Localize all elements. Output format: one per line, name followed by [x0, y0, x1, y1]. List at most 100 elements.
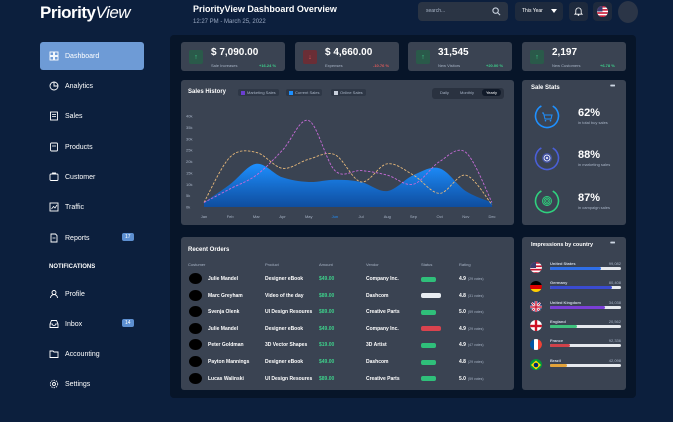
- folder-icon: [49, 349, 59, 359]
- sidebar-item-settings[interactable]: Settings: [40, 370, 144, 398]
- column-header[interactable]: Product: [265, 262, 279, 267]
- gb-flag-icon: [530, 300, 542, 312]
- kpi-value: $ 7,090.00: [211, 47, 259, 58]
- customer-name: Peter Goldman: [208, 342, 244, 349]
- arrow-up-icon: ↑: [530, 50, 544, 64]
- user-avatar[interactable]: [618, 1, 638, 23]
- tab-monthly[interactable]: Monthly: [460, 90, 475, 95]
- data-point: [360, 170, 361, 171]
- data-point: [230, 184, 231, 185]
- rating-votes: (47 votes): [467, 343, 484, 348]
- rating-value: 4.9: [459, 342, 466, 349]
- sidebar-item-dashboard[interactable]: Dashboard: [40, 42, 144, 70]
- vendor-name: Company Inc.: [366, 276, 399, 282]
- notifications-button[interactable]: [569, 2, 588, 21]
- sidebar-item-customer[interactable]: Customer: [40, 163, 144, 191]
- kpi-card[interactable]: ↑ 2,197 New Customers +6.78 %: [522, 42, 626, 71]
- gear-icon: [49, 379, 59, 389]
- stat-ring: [534, 103, 560, 129]
- arrow-down-icon: ↓: [303, 50, 317, 64]
- legend-item[interactable]: Online Sales: [331, 89, 366, 96]
- column-header[interactable]: Costumer: [188, 262, 206, 267]
- sales-history-title: Sales History: [188, 89, 227, 95]
- series-area-current-sales[interactable]: [204, 163, 492, 207]
- sale-stats-title: Sale Stats: [531, 85, 560, 91]
- country-value: 42,098: [608, 357, 621, 363]
- customer-avatar: [189, 306, 202, 318]
- rating: 4.8 (31 votes): [459, 293, 484, 299]
- arrow-up-icon: ↑: [416, 50, 430, 64]
- count-badge: 14: [122, 319, 134, 327]
- brand-logo[interactable]: PriorityView: [40, 3, 131, 23]
- brand-logo-bold: Priority: [40, 3, 96, 22]
- sidebar-item-products[interactable]: Products: [40, 133, 144, 161]
- legend-swatch: [334, 90, 338, 95]
- column-header[interactable]: Amount: [319, 262, 333, 267]
- sidebar-item-analytics[interactable]: Analytics: [40, 72, 144, 100]
- vendor-name: Dashcom: [366, 292, 389, 299]
- sidebar-item-label: Traffic: [65, 203, 85, 211]
- data-point: [413, 175, 414, 176]
- search-icon[interactable]: [492, 7, 501, 16]
- x-tick-label: Oct: [437, 214, 444, 219]
- kpi-card[interactable]: ↑ $ 7,090.00 Sale Increases +16.24 %: [181, 42, 285, 71]
- rating: 5.0 (59 votes): [459, 309, 484, 315]
- data-point: [387, 175, 388, 176]
- x-tick-label: Feb: [227, 214, 235, 219]
- customer-avatar: [189, 356, 202, 367]
- page-title: PriorityView Dashboard Overview: [193, 4, 337, 14]
- tab-yearly[interactable]: Yearly: [482, 89, 501, 96]
- column-header[interactable]: Vendor: [366, 262, 379, 267]
- period-select[interactable]: This Year: [515, 2, 563, 21]
- order-amount: $49.00: [319, 325, 335, 332]
- brand-logo-light: View: [95, 3, 131, 22]
- en-flag-icon: [530, 319, 542, 331]
- customer-avatar: [189, 339, 202, 351]
- progress-fill: [550, 363, 568, 367]
- kpi-label: Expenses: [325, 63, 343, 68]
- data-point: [491, 202, 492, 203]
- series-line-online-sales[interactable]: [203, 120, 493, 203]
- column-header[interactable]: Status: [421, 262, 433, 267]
- sidebar-item-reports[interactable]: Reports 17: [40, 224, 144, 252]
- search-input[interactable]: search...: [418, 2, 508, 21]
- progress-fill: [550, 267, 602, 270]
- us-flag-icon: [530, 261, 542, 273]
- data-point: [439, 193, 440, 194]
- data-point: [491, 204, 492, 205]
- sidebar-item-traffic[interactable]: Traffic: [40, 193, 144, 221]
- receipt-icon: [49, 111, 59, 121]
- series-line-marketing-sales[interactable]: [203, 150, 493, 206]
- sidebar-item-profile[interactable]: Profile: [40, 280, 144, 308]
- kpi-change: -10.76 %: [373, 63, 390, 68]
- progress-track: [550, 324, 621, 328]
- count-badge: 17: [122, 233, 134, 241]
- language-button[interactable]: [593, 2, 612, 21]
- legend-label: Current Sales: [295, 90, 320, 95]
- vendor-name: Company Inc.: [366, 325, 399, 332]
- more-options-icon[interactable]: •••: [610, 240, 615, 247]
- kpi-card[interactable]: ↓ $ 4,660.00 Expenses -10.76 %: [295, 42, 399, 71]
- sidebar-item-sales[interactable]: Sales: [40, 102, 144, 130]
- country-name: United States: [550, 261, 576, 266]
- more-options-icon[interactable]: •••: [610, 83, 615, 90]
- sidebar-item-label: Inbox: [65, 320, 83, 328]
- x-tick-label: Jun: [332, 214, 338, 219]
- sidebar-item-accounting[interactable]: Accounting: [40, 340, 144, 368]
- legend-item[interactable]: Marketing Sales: [238, 89, 279, 96]
- data-point: [308, 181, 309, 182]
- spiral-icon: [534, 188, 560, 214]
- vendor-name: 3D Artist: [366, 342, 387, 349]
- tab-daily[interactable]: Daily: [440, 90, 449, 95]
- y-tick-label: 5k: [186, 193, 190, 198]
- rating-votes: (59 votes): [467, 376, 484, 381]
- sidebar-item-label: Products: [65, 143, 93, 151]
- legend-item[interactable]: Current Sales: [286, 89, 323, 96]
- column-header[interactable]: Rating: [459, 262, 471, 267]
- fr-flag-icon: [530, 338, 542, 351]
- traffic-icon: [49, 202, 59, 212]
- kpi-label: New Visitors: [438, 63, 461, 68]
- sidebar-item-inbox[interactable]: Inbox 14: [40, 310, 144, 338]
- kpi-card[interactable]: ↑ 31,545 New Visitors +20.00 %: [408, 42, 512, 71]
- country-value: 34,038: [608, 299, 621, 305]
